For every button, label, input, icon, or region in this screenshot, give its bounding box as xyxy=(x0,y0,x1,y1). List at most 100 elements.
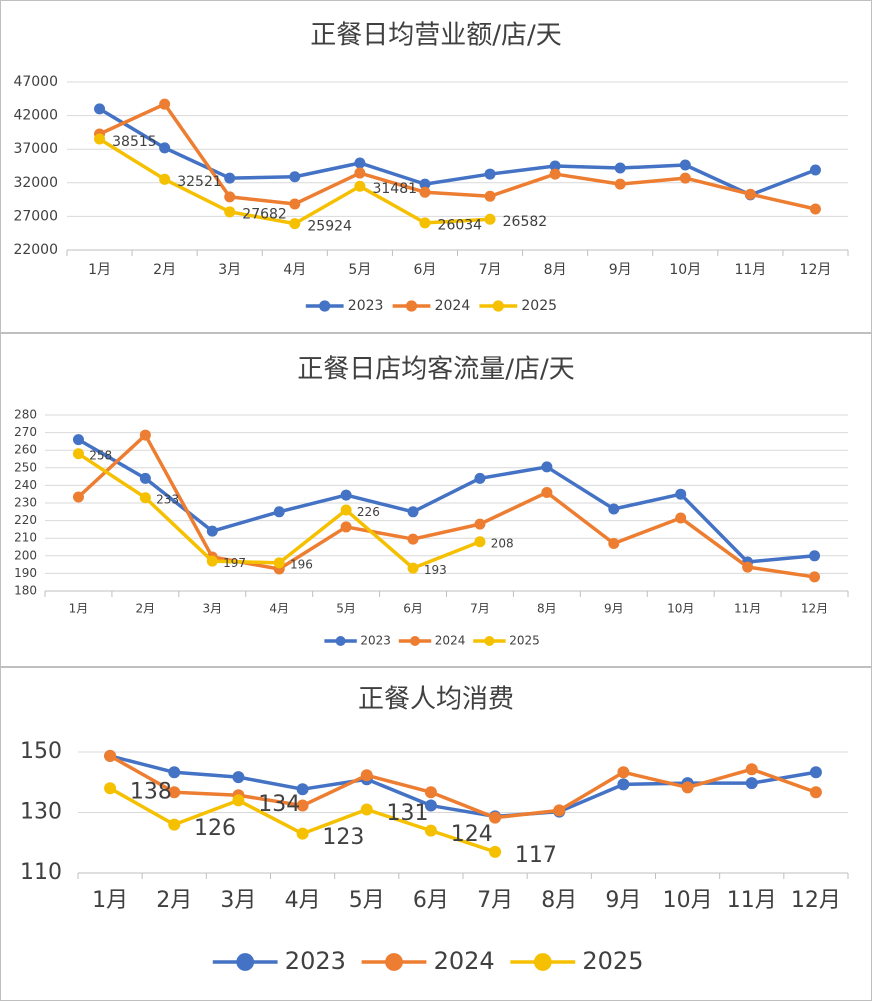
legend-label: 2023 xyxy=(348,298,384,314)
data-label: 38515 xyxy=(112,134,157,150)
data-point xyxy=(296,783,309,796)
legend-marker xyxy=(533,953,552,971)
data-label: 31481 xyxy=(372,181,417,197)
legend-marker xyxy=(236,953,255,971)
y-tick-label: 210 xyxy=(14,531,37,545)
data-point xyxy=(489,811,502,824)
x-tick-label: 5月 xyxy=(349,888,385,913)
data-point xyxy=(424,799,437,812)
data-point xyxy=(72,434,84,446)
data-point xyxy=(289,198,301,210)
x-tick-label: 6月 xyxy=(413,262,436,278)
data-label: 258 xyxy=(89,449,112,463)
data-point xyxy=(681,781,694,794)
x-tick-label: 4月 xyxy=(269,602,289,616)
data-point xyxy=(809,766,822,779)
data-point xyxy=(549,160,561,172)
data-label: 124 xyxy=(451,822,493,847)
data-point xyxy=(224,172,236,184)
x-tick-label: 5月 xyxy=(336,602,356,616)
x-tick-label: 7月 xyxy=(479,262,502,278)
x-tick-label: 6月 xyxy=(403,602,423,616)
series-line xyxy=(77,438,815,564)
data-point xyxy=(484,190,496,202)
chart-title: 正餐日均营业额/店/天 xyxy=(310,21,562,51)
data-label: 131 xyxy=(387,801,429,826)
data-point xyxy=(614,162,626,174)
x-tick-label: 3月 xyxy=(202,602,222,616)
legend-marker xyxy=(319,300,331,312)
y-tick-label: 190 xyxy=(14,566,37,580)
data-point xyxy=(474,518,486,530)
x-tick-label: 11月 xyxy=(734,602,761,616)
data-point xyxy=(675,512,687,524)
data-point xyxy=(360,803,373,816)
data-point xyxy=(809,164,821,176)
data-label: 138 xyxy=(130,780,172,805)
data-point xyxy=(224,191,236,203)
data-point xyxy=(744,188,756,200)
data-point xyxy=(617,778,630,791)
x-tick-label: 4月 xyxy=(285,888,321,913)
data-point xyxy=(424,786,437,799)
x-tick-label: 9月 xyxy=(605,888,641,913)
data-point xyxy=(296,827,309,840)
data-point xyxy=(360,769,373,782)
x-tick-label: 3月 xyxy=(218,262,241,278)
y-tick-label: 280 xyxy=(14,408,37,422)
data-label: 226 xyxy=(357,505,380,519)
legend-label: 2025 xyxy=(582,947,643,975)
legend-label: 2023 xyxy=(360,634,391,648)
chart-title: 正餐人均消费 xyxy=(358,685,514,715)
legend-label: 2024 xyxy=(435,298,471,314)
legend-marker xyxy=(335,636,346,646)
data-label: 26034 xyxy=(438,218,483,234)
data-point xyxy=(809,203,821,215)
data-point xyxy=(72,448,84,460)
legend-marker xyxy=(405,300,418,312)
data-point xyxy=(608,503,620,515)
data-point xyxy=(94,133,106,145)
data-point xyxy=(206,555,218,567)
data-point xyxy=(541,461,553,473)
data-point xyxy=(679,172,691,184)
data-point xyxy=(354,167,366,179)
data-label: 26582 xyxy=(503,214,548,230)
data-point xyxy=(104,749,117,762)
data-point xyxy=(407,506,419,518)
x-tick-label: 2月 xyxy=(153,262,176,278)
data-point xyxy=(104,782,117,795)
x-tick-label: 12月 xyxy=(800,262,832,278)
x-tick-label: 3月 xyxy=(220,888,256,913)
data-label: 196 xyxy=(290,558,313,572)
x-tick-label: 5月 xyxy=(348,262,371,278)
y-tick-label: 150 xyxy=(20,739,62,764)
x-tick-label: 12月 xyxy=(801,602,828,616)
x-tick-label: 10月 xyxy=(669,262,701,278)
legend-marker xyxy=(492,300,504,312)
y-tick-label: 220 xyxy=(14,513,37,527)
data-point xyxy=(232,771,245,784)
x-tick-label: 8月 xyxy=(537,602,557,616)
y-tick-label: 42000 xyxy=(13,108,58,124)
data-point xyxy=(296,799,309,812)
data-point xyxy=(484,213,496,225)
y-tick-label: 250 xyxy=(14,460,37,474)
x-tick-label: 7月 xyxy=(470,602,490,616)
data-label: 134 xyxy=(258,792,300,817)
data-point xyxy=(168,766,181,779)
data-point xyxy=(159,142,171,154)
x-tick-label: 7月 xyxy=(477,888,513,913)
data-point xyxy=(489,845,502,858)
data-point xyxy=(419,186,431,198)
data-point xyxy=(354,157,366,169)
x-tick-label: 12月 xyxy=(791,888,841,913)
data-point xyxy=(419,178,431,190)
x-tick-label: 2月 xyxy=(156,888,192,913)
y-tick-label: 110 xyxy=(20,860,62,885)
data-point xyxy=(168,818,181,831)
x-tick-label: 10月 xyxy=(667,602,694,616)
legend-marker xyxy=(385,953,403,971)
